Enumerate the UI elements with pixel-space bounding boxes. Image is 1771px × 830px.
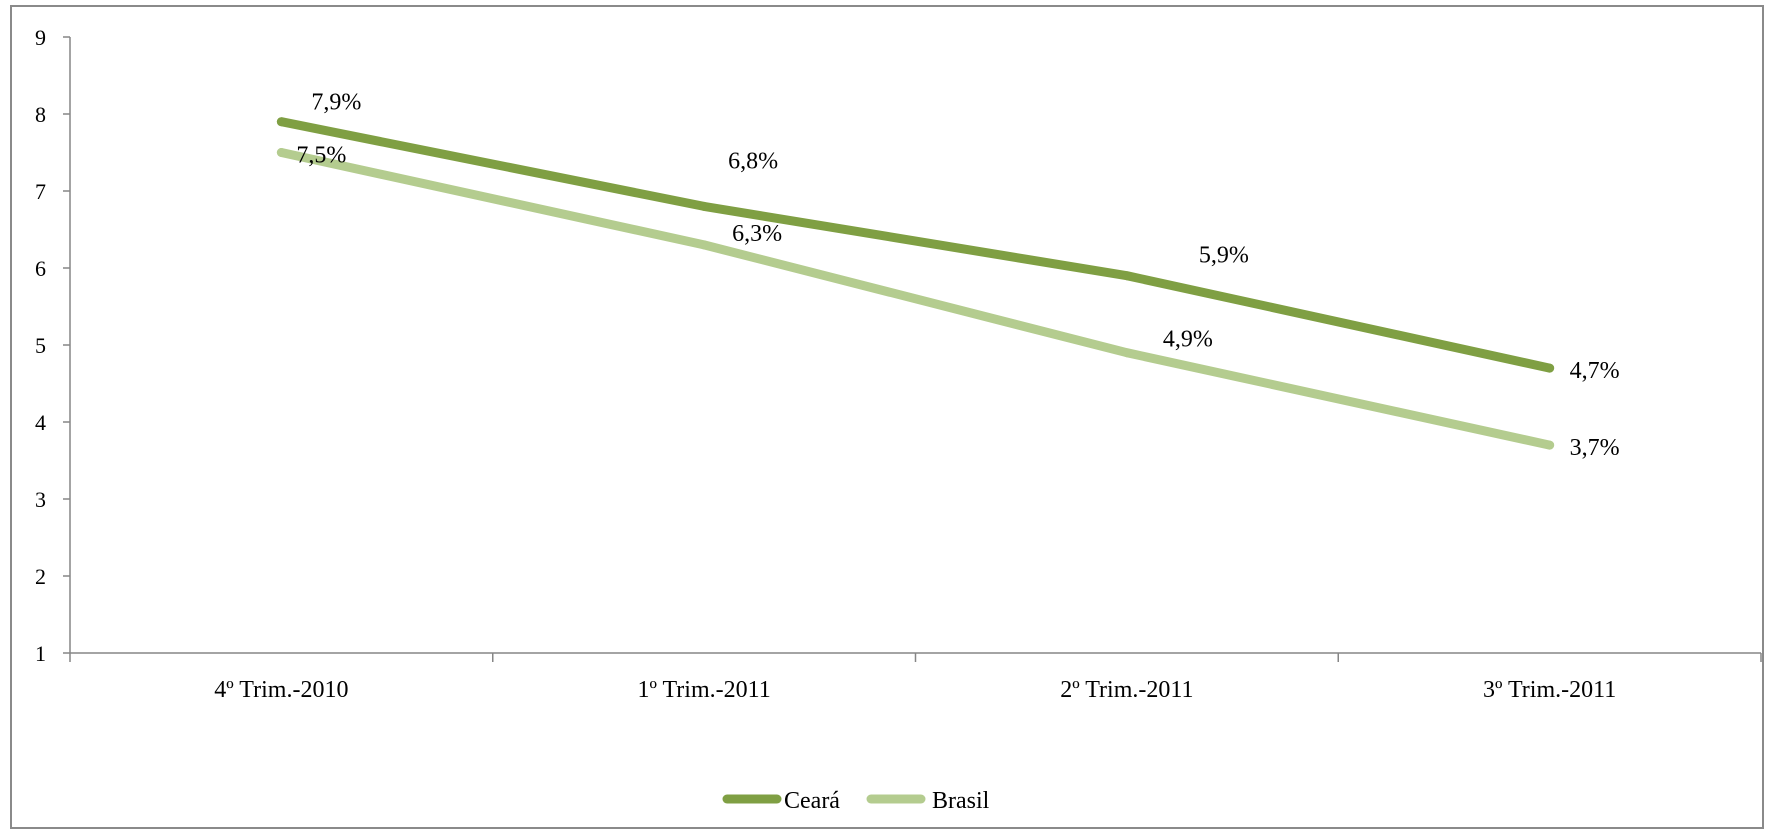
y-tick-label: 2: [35, 564, 46, 589]
legend-label-ceará: Ceará: [784, 788, 840, 814]
data-point: [1545, 363, 1555, 373]
y-tick-label: 3: [35, 487, 46, 512]
plot-border: [10, 5, 1764, 829]
y-tick-label: 6: [35, 256, 46, 281]
y-tick-label: 1: [35, 641, 46, 666]
x-tick-label: 2º Trim.-2011: [1060, 677, 1193, 703]
y-tick-label: 9: [35, 25, 46, 50]
data-label: 6,8%: [728, 148, 778, 174]
axes: 1 2 3 4 5 6 7 8 9 4º Trim.-2010 1º Trim.-2011 2º Tr…: [35, 25, 1762, 703]
data-label: 4,7%: [1570, 358, 1620, 384]
data-point: [276, 148, 286, 157]
data-point: [699, 240, 709, 250]
data-label: 7,9%: [311, 90, 361, 116]
x-tick-label: 3º Trim.-2011: [1483, 677, 1616, 703]
data-point: [1122, 348, 1132, 358]
y-tick-label: 4: [35, 410, 46, 435]
data-label: 6,3%: [732, 221, 782, 247]
y-tick-label: 7: [35, 179, 46, 204]
data-point: [1545, 440, 1555, 450]
series-line-ceará: [276, 117, 1555, 373]
series-layer: [276, 117, 1555, 450]
series-line-brasil: [276, 148, 1555, 450]
data-point: [699, 201, 709, 211]
y-tick-label: 5: [35, 333, 46, 358]
data-label: 4,9%: [1163, 327, 1213, 353]
data-label: 7,5%: [296, 143, 346, 169]
y-tick-label: 8: [35, 102, 46, 127]
legend-label-brasil: Brasil: [932, 788, 990, 814]
legend: Ceará Brasil: [722, 788, 990, 814]
data-label: 5,9%: [1199, 243, 1249, 269]
data-label: 3,7%: [1570, 435, 1620, 461]
x-tick-label: 1º Trim.-2011: [637, 677, 770, 703]
x-tick-label: 4º Trim.-2010: [214, 677, 348, 703]
data-labels: 7,9% 6,8% 5,9% 4,7% 7,5% 6,3% 4,9% 3,7%: [296, 90, 1619, 461]
data-point: [1122, 271, 1132, 281]
data-point: [276, 117, 286, 127]
